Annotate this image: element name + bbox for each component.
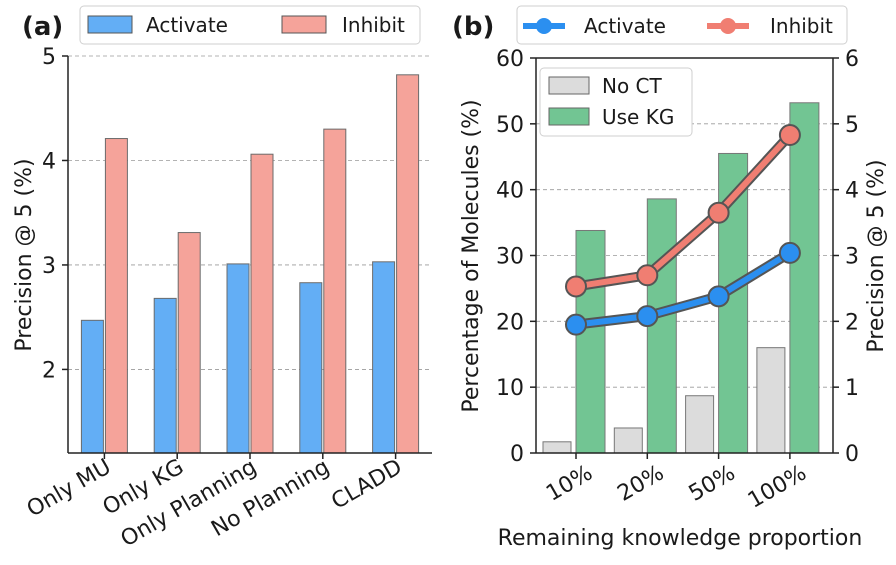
panel-b-bars (542, 102, 820, 454)
right-tick-label-4: 4 (845, 179, 859, 204)
panel-b-label: (b) (452, 12, 494, 42)
bar-activate-cladd (372, 261, 396, 454)
panel-b-lines (565, 124, 801, 336)
line-outline-activate (575, 248, 793, 330)
legend-label-inhibit: Inhibit (342, 13, 405, 37)
bar-inhibit-only-kg (177, 232, 201, 454)
bar-inhibit-only-planning (250, 153, 274, 454)
y-tick-label-2: 2 (42, 358, 56, 383)
left-tick-label-10: 10 (496, 376, 524, 401)
panel-b-x-label: Remaining knowledge proportion (498, 526, 863, 551)
point-activate-10 (565, 313, 587, 336)
panel-a-legend-frame (79, 5, 421, 45)
right-tick-label-5: 5 (845, 113, 859, 138)
bar-inhibit-no-planning (323, 128, 347, 454)
legend-label-b-activate: Activate (584, 14, 666, 38)
panel-b-right-ticks: 0 1 2 3 4 5 6 (833, 47, 859, 467)
y-tick-label-3: 3 (42, 254, 56, 279)
legend-marker-activate (536, 18, 552, 34)
panel-a-gridlines (68, 55, 432, 370)
panel-b-bar-legend: No CT Use KG (539, 67, 693, 137)
legend-marker-inhibit (720, 18, 736, 34)
right-tick-label-1: 1 (845, 376, 859, 401)
right-tick-label-6: 6 (845, 47, 859, 72)
x-tick-label-b-20: 20% (613, 461, 668, 507)
line-inhibit (575, 132, 793, 290)
bar-no-ct-100 (756, 347, 786, 454)
bar-use-kg-10 (575, 229, 606, 454)
left-tick-label-60: 60 (496, 47, 524, 72)
left-tick-label-20: 20 (496, 310, 524, 335)
bar-inhibit-only-mu (104, 138, 128, 454)
legend-swatch-use-kg (548, 107, 590, 126)
bar-no-ct-10 (542, 441, 572, 454)
panel-a-label: (a) (22, 12, 63, 42)
panel-b-left-ticks: 0 10 20 30 40 50 60 (496, 47, 536, 467)
point-inhibit-50 (707, 201, 730, 224)
x-tick-label-b-100: 100% (744, 461, 811, 514)
bar-no-ct-20 (613, 427, 643, 454)
bar-activate-only-kg (153, 297, 177, 454)
bar-activate-only-mu (80, 319, 104, 454)
point-activate-50 (707, 285, 730, 308)
panel-b-left-y-label: Percentage of Molecules (%) (459, 99, 484, 412)
panel-a-y-ticks: 2 3 4 5 (42, 45, 68, 383)
x-tick-label-cladd: CLADD (327, 455, 406, 515)
y-tick-label-4: 4 (42, 149, 56, 174)
panel-b-line-legend: Activate Inhibit (516, 5, 848, 45)
point-inhibit-10 (565, 275, 587, 298)
panel-b-line-legend-frame (516, 5, 848, 45)
y-tick-label-5: 5 (42, 45, 56, 70)
bar-inhibit-cladd (396, 74, 420, 454)
x-tick-label-b-10: 10% (542, 461, 597, 507)
right-tick-label-0: 0 (845, 442, 859, 467)
panel-a-bars (80, 74, 420, 454)
bar-activate-only-planning (226, 263, 250, 454)
legend-swatch-inhibit (281, 15, 327, 34)
x-tick-label-b-50: 50% (685, 461, 740, 507)
right-tick-label-3: 3 (845, 245, 859, 270)
point-activate-100 (778, 241, 801, 264)
legend-swatch-activate (87, 15, 133, 34)
right-tick-label-2: 2 (845, 310, 859, 335)
point-inhibit-20 (636, 264, 659, 287)
panel-a-legend: Activate Inhibit (79, 5, 421, 45)
x-tick-label-only-mu: Only MU (23, 455, 116, 523)
legend-label-no-ct: No CT (602, 74, 663, 98)
point-inhibit-100 (778, 124, 801, 147)
legend-swatch-no-ct (548, 76, 590, 95)
bar-use-kg-100 (789, 102, 820, 454)
panel-b-x-ticks: 10% 20% 50% 100% (542, 453, 811, 514)
legend-label-activate: Activate (146, 13, 228, 37)
bar-no-ct-50 (685, 395, 715, 454)
legend-label-use-kg: Use KG (602, 105, 674, 129)
left-tick-label-0: 0 (510, 442, 524, 467)
panel-a-y-label: Precision @ 5 (%) (12, 158, 37, 351)
left-tick-label-40: 40 (496, 179, 524, 204)
line-outline-inhibit (575, 131, 794, 292)
left-tick-label-50: 50 (496, 113, 524, 138)
left-tick-label-30: 30 (496, 245, 524, 270)
legend-label-b-inhibit: Inhibit (770, 14, 833, 38)
panel-b-right-y-label: Precision @ 5 (%) (864, 159, 889, 352)
point-activate-20 (636, 305, 659, 328)
bar-activate-no-planning (299, 282, 323, 454)
line-activate (575, 250, 792, 328)
